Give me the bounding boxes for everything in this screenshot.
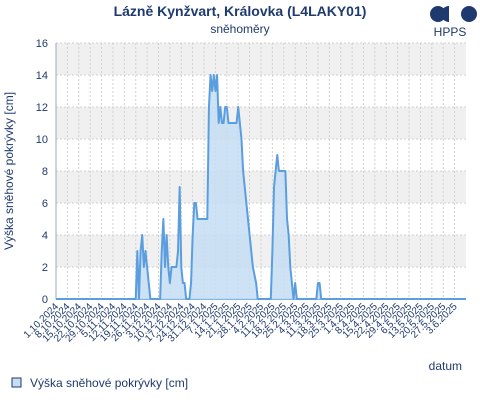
logo-half-circle — [441, 6, 449, 22]
logo-left-circle — [430, 6, 446, 22]
legend: Výška sněhové pokrývky [cm] — [11, 376, 188, 390]
legend-swatch — [11, 377, 22, 388]
y-tick-label: 2 — [42, 262, 48, 274]
y-tick-label: 4 — [42, 230, 48, 242]
y-tick-label: 10 — [36, 134, 48, 146]
x-axis-ticks: 1.10.20248.10.202415.10.202422.10.202429… — [22, 301, 460, 344]
chart-title: Lázně Kynžvart, Královka (L4LAKY01) — [114, 3, 367, 19]
y-tick-label: 16 — [36, 38, 48, 50]
y-axis-label: Výška sněhové pokrývky [cm] — [2, 92, 16, 250]
x-axis-label: datum — [429, 359, 462, 373]
hpps-logo: HPPS — [430, 6, 477, 39]
series-area — [56, 74, 466, 300]
y-tick-label: 6 — [42, 198, 48, 210]
y-axis-ticks: 0 2 4 6 8 10 12 14 16 — [36, 38, 48, 306]
legend-label: Výška sněhové pokrývky [cm] — [30, 376, 188, 390]
logo-text: HPPS — [434, 25, 467, 39]
grid-lines — [55, 42, 466, 300]
y-tick-label: 0 — [42, 294, 48, 306]
y-tick-label: 12 — [36, 102, 48, 114]
y-tick-label: 8 — [42, 166, 48, 178]
y-tick-label: 14 — [36, 70, 48, 82]
logo-right-circle — [461, 6, 477, 22]
series-line — [56, 74, 466, 300]
chart-subtitle: sněhoměry — [210, 22, 269, 36]
